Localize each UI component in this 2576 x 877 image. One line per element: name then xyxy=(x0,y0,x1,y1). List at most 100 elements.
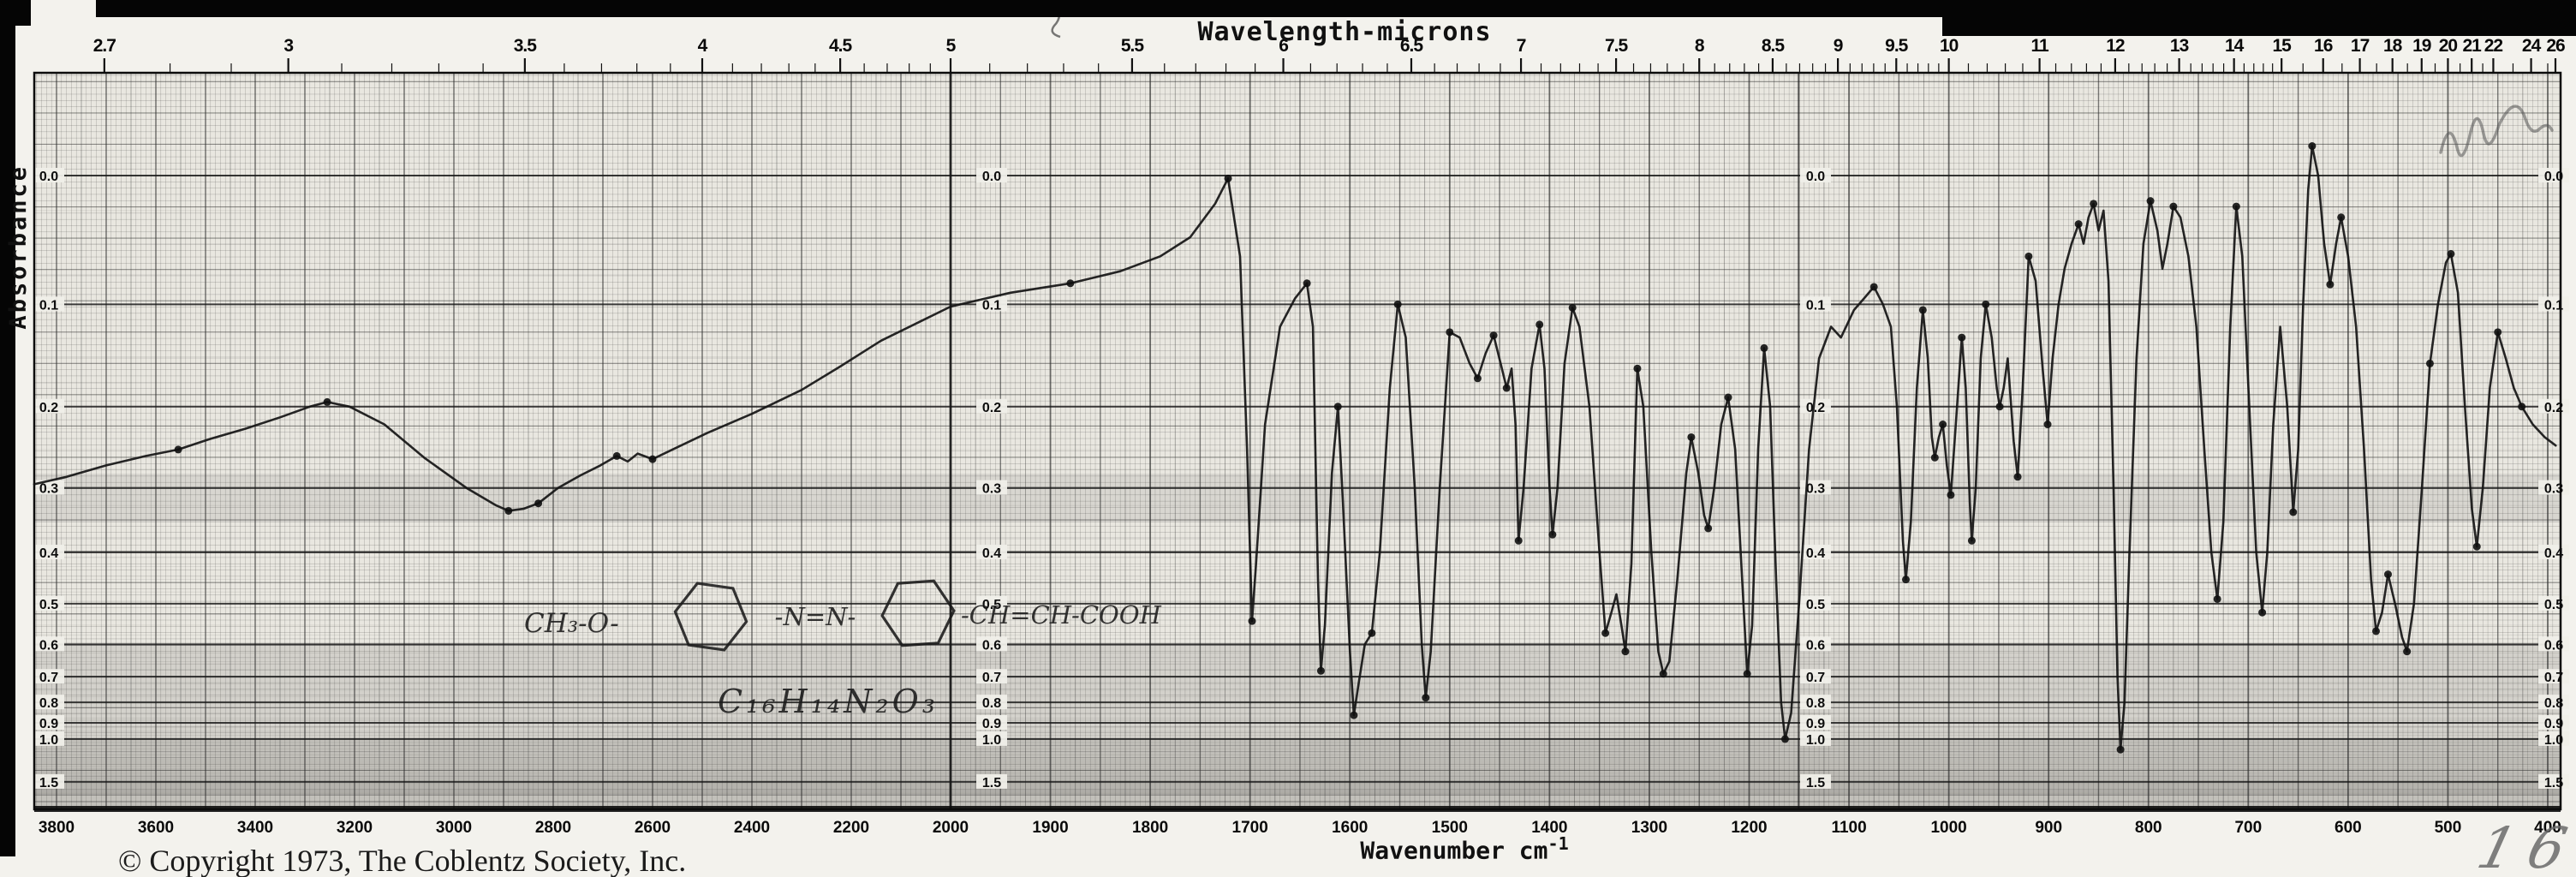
scale-label-chip xyxy=(976,669,1007,684)
band-marker-dot xyxy=(1939,421,1947,429)
scale-label-chip xyxy=(33,731,64,746)
band-marker-dot xyxy=(1930,453,1939,462)
micron-tick-label: 4.5 xyxy=(829,36,853,56)
scale-label-chip xyxy=(1800,636,1831,652)
band-marker-dot xyxy=(1316,666,1325,675)
micron-tick-label: 17 xyxy=(2351,36,2370,56)
band-marker-dot xyxy=(1659,670,1667,678)
wavenumber-axis: 3800 3600 3400 3200 3000 2800 2600 2400 2200 2000… xyxy=(39,819,2561,837)
band-marker-dot xyxy=(1704,524,1713,533)
absorbance-scale-label: 0.6 xyxy=(39,638,58,653)
micron-tick-label: 8 xyxy=(1695,36,1705,56)
band-marker-dot xyxy=(1982,300,1990,308)
micron-tick-label: 3 xyxy=(283,36,293,56)
band-marker-dot xyxy=(1489,331,1498,340)
absorbance-gridlines xyxy=(34,175,2561,783)
micron-tick-label: 2.7 xyxy=(93,36,116,56)
absorbance-scale-label: 0.1 xyxy=(1806,298,1825,313)
scale-label-chip xyxy=(976,296,1007,312)
micron-tick-label: 20 xyxy=(2439,36,2458,56)
band-marker-dot xyxy=(2213,594,2221,603)
spectrum-curve xyxy=(33,145,2557,751)
band-marker-dot xyxy=(2447,249,2455,258)
micron-tick-label: 12 xyxy=(2106,36,2125,56)
handwritten-structure-annotation: CH₃-O- -N=N- -CH=CH-COOH C₁₆H₁₄N₂O₃ xyxy=(524,579,1162,720)
absorbance-scale-label: 0.5 xyxy=(2544,598,2563,612)
absorbance-scale-label: 0.2 xyxy=(982,401,1001,415)
copyright-text: © Copyright 1973, The Coblentz Society, … xyxy=(118,844,687,877)
micron-tick-label: 16 xyxy=(2314,36,2333,56)
scale-label-chip xyxy=(1800,731,1831,746)
band-marker-dot xyxy=(534,499,543,508)
absorbance-scale-label: 0.0 xyxy=(2544,170,2563,184)
absorbance-scale-label: 0.9 xyxy=(982,717,1001,731)
micron-tick-label: 6.5 xyxy=(1400,36,1424,56)
absorbance-scale-label: 1.0 xyxy=(1806,733,1825,748)
wavenumber-tick-label: 3800 xyxy=(39,819,75,837)
micron-tick-label: 5 xyxy=(946,36,957,56)
scale-label-chip xyxy=(1800,773,1831,789)
x-axis-title: Wavenumber cm-1 xyxy=(1267,833,1661,864)
absorbance-scale-label: 0.2 xyxy=(1806,401,1825,415)
chart-border-bottom xyxy=(34,806,2561,812)
absorbance-scale-label: 0.6 xyxy=(982,638,1001,653)
band-marker-dot xyxy=(1548,530,1557,539)
micron-tick-label: 4 xyxy=(698,36,708,56)
band-marker-dot xyxy=(1350,711,1358,719)
wavelength-axis: 2.7 3 3.5 4 4.5 5 5.5 6 6.5 7 7.5 8 8.5 9 9.5 10 11 12 13 1… xyxy=(93,36,2566,73)
scan-shade-band xyxy=(34,738,2561,809)
band-marker-dot xyxy=(1743,670,1751,678)
band-marker-dot xyxy=(1368,629,1376,637)
y-axis-title: Absorbance xyxy=(5,164,32,330)
scan-border-top-thin xyxy=(96,0,1942,17)
absorbance-scale-label: 0.9 xyxy=(1806,717,1825,731)
wavenumber-tick-label: 1100 xyxy=(1831,819,1866,837)
absorbance-scale-label: 0.6 xyxy=(2544,638,2563,653)
micron-tick-label: 24 xyxy=(2522,36,2542,56)
band-marker-dot xyxy=(2472,542,2481,551)
micron-tick-label: 13 xyxy=(2170,36,2189,56)
band-marker-dot xyxy=(2074,220,2083,229)
molecular-formula-text: C₁₆H₁₄N₂O₃ xyxy=(718,683,939,720)
scale-label-chip xyxy=(33,544,64,559)
pencil-scribble xyxy=(2439,104,2554,158)
band-marker-dot xyxy=(2289,508,2298,516)
structure-prefix-text: CH₃-O- xyxy=(524,608,619,639)
absorbance-scale-label: 0.4 xyxy=(39,546,58,561)
wavenumber-tick-label: 1600 xyxy=(1332,819,1368,837)
chart-paper xyxy=(34,73,2561,809)
micron-tick-label: 18 xyxy=(2383,36,2403,56)
scan-border-top-left-corner xyxy=(0,0,31,26)
band-marker-dot xyxy=(323,397,331,406)
band-marker-dot xyxy=(1248,617,1256,625)
band-marker-dot xyxy=(1687,433,1696,441)
band-marker-dot xyxy=(2384,570,2392,579)
micron-tick-label: 9.5 xyxy=(1885,36,1909,56)
wavenumber-tick-label: 900 xyxy=(2035,819,2062,837)
micron-tick-label: 15 xyxy=(2272,36,2292,56)
scale-label-chip xyxy=(1800,714,1831,730)
scale-label-chip xyxy=(1800,595,1831,611)
absorbance-scale-label: 0.9 xyxy=(39,717,58,731)
band-marker-dot xyxy=(2043,421,2052,429)
absorbance-scale-label: 0.4 xyxy=(2544,546,2563,561)
absorbance-scale-label: 1.0 xyxy=(982,733,1001,748)
wavenumber-tick-label: 3000 xyxy=(436,819,472,837)
absorbance-scale-label: 0.3 xyxy=(982,482,1001,497)
band-marker-dot xyxy=(2146,197,2155,206)
scale-label-chip xyxy=(33,168,64,182)
scale-label-chip xyxy=(1800,296,1831,312)
absorbance-scale-label: 0.0 xyxy=(982,170,1001,184)
wavenumber-tick-label: 3200 xyxy=(337,819,373,837)
absorbance-scale-label: 0.7 xyxy=(39,671,58,685)
absorbance-scale-label: 0.8 xyxy=(1806,696,1825,711)
scale-label-chip xyxy=(33,636,64,652)
band-marker-dot xyxy=(2337,213,2346,222)
wavenumber-tick-label: 1900 xyxy=(1032,819,1068,837)
absorbance-scale-label: 0.5 xyxy=(982,598,1001,612)
band-marker-dot xyxy=(1780,735,1789,743)
absorbance-scale-label: 0.4 xyxy=(1806,546,1825,561)
scale-label-chip xyxy=(976,731,1007,746)
